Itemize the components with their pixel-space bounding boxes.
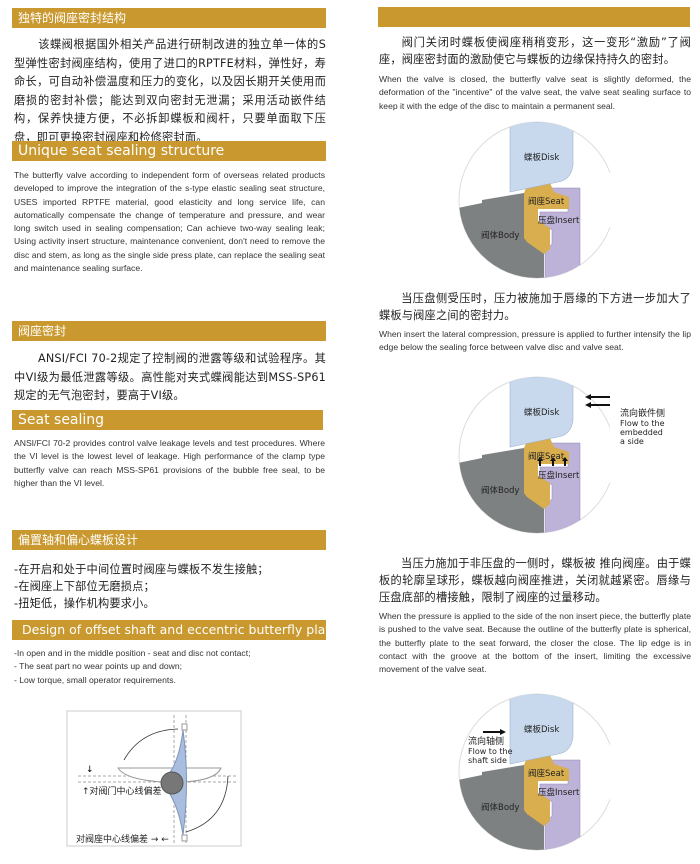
rotation-arrow (123, 728, 179, 761)
seat-label: 阀座Seat (528, 196, 565, 207)
list-item: - The seat part no wear points up and do… (14, 661, 183, 672)
rotation-arrow (185, 775, 229, 833)
list-item: -在开启和处于中间位置时阀座与蝶板不发生接触； (14, 563, 269, 576)
section-header: 偏置轴和偏心蝶板设计 (12, 530, 326, 550)
paragraph: When insert the lateral compression, pre… (379, 329, 691, 353)
paragraph: When the pressure is applied to the side… (379, 611, 691, 675)
stem (181, 723, 188, 731)
list: -In open and in the middle position - se… (14, 647, 329, 687)
paragraph-text: 当压力施加于非压盘的一侧时，蝶板被 推向阀座。由于蝶板的轮廓呈球形，蝶板越向阀座… (379, 557, 691, 604)
offset-shaft-diagram: ↓ ↑对阀门中心线偏差 对阀座中心线偏差 → ← (66, 710, 242, 847)
disk-shape (509, 122, 574, 193)
paragraph-text: 当压盘侧受压时，压力被施加于唇缘的下方进一步加大了蝶板与阀座之间的密封力。 (379, 292, 691, 322)
stem (181, 834, 188, 842)
flow-label: 流向嵌件侧 Flow to the embedded a side (620, 409, 666, 447)
flow-label-en: embedded (620, 428, 663, 437)
seat-label: 阀座Seat (528, 451, 565, 462)
valve-centerline-label: ↑对阀门中心线偏差 (82, 785, 162, 797)
seat-shape (524, 755, 569, 826)
insert-label: 压盘Insert (538, 787, 580, 798)
section-header: 阀座密封 (12, 321, 326, 341)
body-label: 阀体Body (481, 802, 519, 813)
list: -在开启和处于中间位置时阀座与蝶板不发生接触； -在阀座上下部位无磨损点； -扭… (14, 561, 326, 612)
paragraph: ANSI/FCI 70-2 provides control valve lea… (14, 438, 325, 488)
flow-label-en: Flow to the (468, 747, 513, 756)
section-header: Unique seat sealing structure (12, 141, 326, 161)
list-item: -扭矩低，操作机构要求小。 (14, 597, 155, 610)
seal-diagram-insert-side: 蝶板Disk 阀座Seat 压盘Insert 阀体Body (440, 375, 618, 544)
disk-label: 蝶板Disk (524, 724, 559, 735)
insert-label: 压盘Insert (538, 470, 580, 481)
paragraph: When the valve is closed, the butterfly … (379, 74, 691, 111)
flow-label-zh: 流向轴侧 (468, 737, 505, 747)
insert-label: 压盘Insert (538, 215, 580, 226)
disk-label: 蝶板Disk (524, 407, 559, 418)
body-label: 阀体Body (481, 485, 519, 496)
paragraph: 该蝶阀根据国外相关产品进行研制改进的独立单一体的S型弹性密封阀座结构，使用了进口… (14, 36, 326, 147)
section-header (378, 7, 690, 27)
seat-shape (524, 183, 569, 254)
flow-label-zh: 流向嵌件侧 (620, 409, 666, 419)
flow-label-en: shaft side (468, 756, 507, 765)
paragraph-text: 阀门关闭时蝶板使阀座稍稍变形，这一变形“激励”了阀座，阀座密封面的激励使它与蝶板… (379, 36, 691, 66)
paragraph: ANSI/FCI 70-2规定了控制阀的泄露等级和试验程序。其中VI级为最低泄露… (14, 350, 326, 406)
disk-shape (509, 377, 574, 448)
list-item: - Low torque, small operator requirement… (14, 674, 176, 685)
flow-label-en: Flow to the (620, 419, 665, 428)
pressure-arrows (537, 457, 568, 466)
arrow-down-icon: ↓ (86, 765, 94, 775)
paragraph: The butterfly valve according to indepen… (14, 170, 325, 274)
paragraph-text: ANSI/FCI 70-2规定了控制阀的泄露等级和试验程序。其中VI级为最低泄露… (14, 352, 326, 402)
seat-shape (524, 438, 569, 509)
seal-diagram-shaft-side: 蝶板Disk 阀座Seat 压盘Insert 阀体Body (440, 692, 616, 861)
section-header: Seat sealing (12, 410, 323, 430)
list-item: -在阀座上下部位无磨损点； (14, 580, 155, 593)
flow-arrow-right-icon (483, 729, 506, 735)
seal-diagram-closed: 蝶板Disk 阀座Seat 压盘Insert 阀体Body (440, 120, 616, 289)
paragraph: 当压盘侧受压时，压力被施加于唇缘的下方进一步加大了蝶板与阀座之间的密封力。 (379, 290, 691, 324)
paragraph-text: 该蝶阀根据国外相关产品进行研制改进的独立单一体的S型弹性密封阀座结构，使用了进口… (14, 38, 326, 144)
seat-label: 阀座Seat (528, 768, 565, 779)
flow-label: 流向轴侧 Flow to the shaft side (468, 737, 513, 766)
body-label: 阀体Body (481, 230, 519, 241)
shaft-icon (160, 771, 184, 795)
list-item: -In open and in the middle position - se… (14, 648, 251, 658)
disk-shape (509, 694, 574, 765)
section-header: 独特的阀座密封结构 (12, 8, 326, 28)
paragraph: 阀门关闭时蝶板使阀座稍稍变形，这一变形“激励”了阀座，阀座密封面的激励使它与蝶板… (379, 34, 691, 68)
seat-centerline-label: 对阀座中心线偏差 → ← (76, 833, 169, 845)
disk-label: 蝶板Disk (524, 152, 559, 163)
paragraph: 当压力施加于非压盘的一侧时，蝶板被 推向阀座。由于蝶板的轮廓呈球形，蝶板越向阀座… (379, 555, 691, 606)
section-header: Design of offset shaft and eccentric but… (12, 620, 338, 640)
flow-label-en: a side (620, 437, 644, 446)
